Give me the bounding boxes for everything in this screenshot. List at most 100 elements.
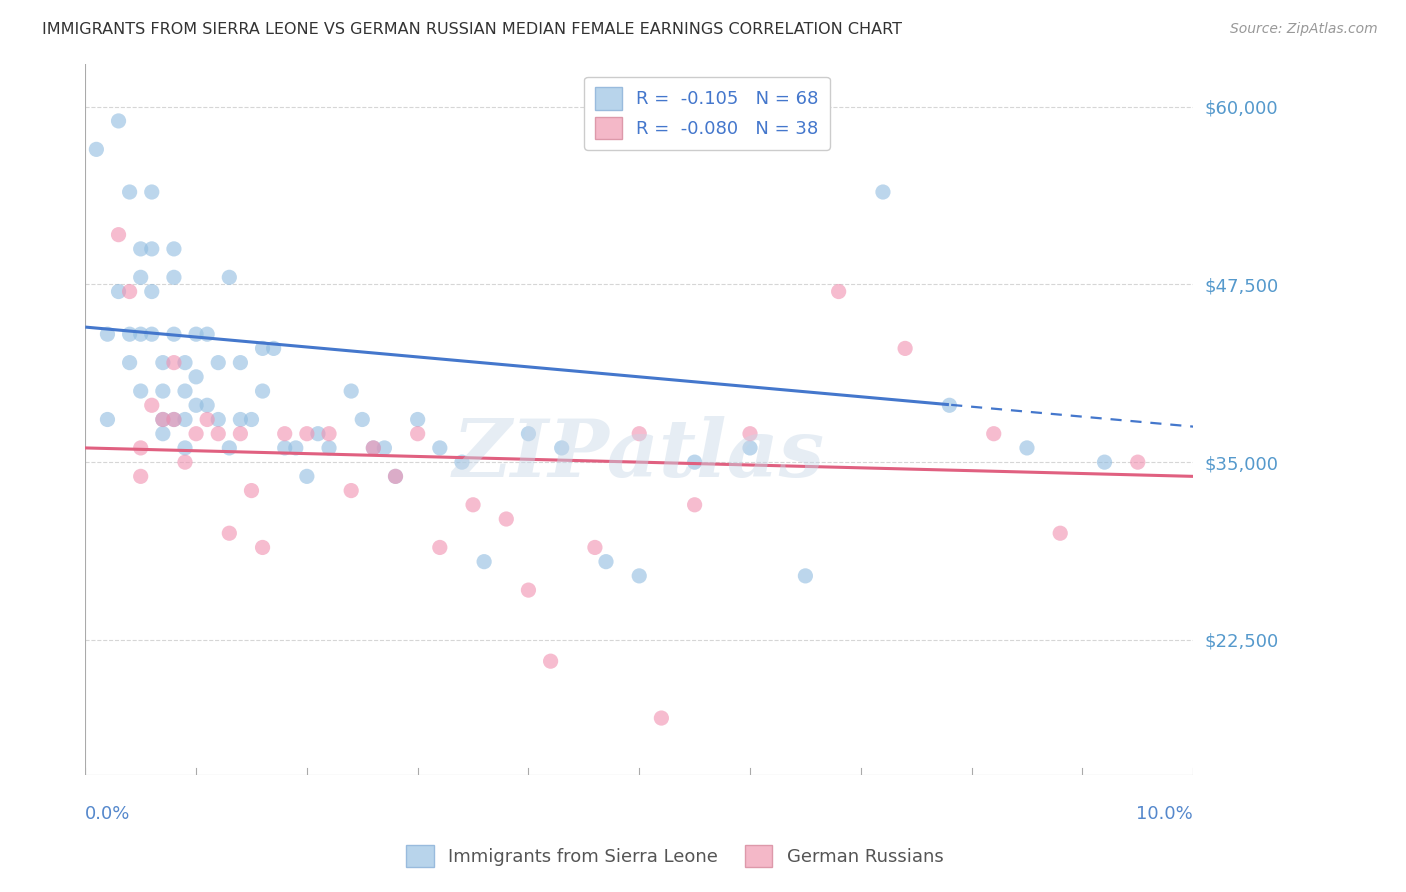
Point: [107, 227, 129, 242]
Point: [472, 555, 495, 569]
Point: [118, 185, 141, 199]
Point: [163, 327, 186, 342]
Point: [107, 114, 129, 128]
Point: [406, 426, 429, 441]
Point: [738, 441, 761, 455]
Point: [340, 384, 363, 398]
Point: [1049, 526, 1071, 541]
Point: [352, 412, 374, 426]
Point: [163, 412, 186, 426]
Point: [218, 441, 240, 455]
Point: [384, 469, 406, 483]
Legend: R =  -0.105   N = 68, R =  -0.080   N = 38: R = -0.105 N = 68, R = -0.080 N = 38: [583, 77, 830, 150]
Point: [252, 342, 274, 356]
Point: [184, 398, 207, 412]
Point: [163, 242, 186, 256]
Point: [118, 285, 141, 299]
Point: [184, 369, 207, 384]
Point: [129, 441, 152, 455]
Point: [738, 426, 761, 441]
Text: ZIPatlas: ZIPatlas: [453, 417, 825, 494]
Point: [141, 242, 163, 256]
Point: [174, 455, 197, 469]
Point: [517, 426, 540, 441]
Point: [340, 483, 363, 498]
Point: [229, 412, 252, 426]
Point: [373, 441, 395, 455]
Point: [894, 342, 917, 356]
Point: [141, 398, 163, 412]
Point: [938, 398, 960, 412]
Point: [284, 441, 307, 455]
Point: [295, 469, 318, 483]
Point: [218, 526, 240, 541]
Point: [184, 426, 207, 441]
Point: [141, 327, 163, 342]
Point: [628, 426, 651, 441]
Point: [540, 654, 562, 668]
Point: [363, 441, 385, 455]
Point: [461, 498, 484, 512]
Point: [174, 356, 197, 370]
Point: [1126, 455, 1149, 469]
Point: [650, 711, 672, 725]
Point: [229, 356, 252, 370]
Point: [550, 441, 572, 455]
Point: [118, 327, 141, 342]
Point: [273, 441, 295, 455]
Point: [129, 242, 152, 256]
Point: [363, 441, 385, 455]
Point: [141, 185, 163, 199]
Point: [318, 441, 340, 455]
Point: [683, 455, 706, 469]
Legend: Immigrants from Sierra Leone, German Russians: Immigrants from Sierra Leone, German Rus…: [399, 838, 950, 874]
Point: [195, 412, 218, 426]
Point: [129, 384, 152, 398]
Point: [152, 412, 174, 426]
Point: [152, 356, 174, 370]
Point: [207, 426, 229, 441]
Point: [451, 455, 474, 469]
Point: [207, 412, 229, 426]
Text: 10.0%: 10.0%: [1136, 805, 1194, 823]
Point: [174, 412, 197, 426]
Point: [240, 483, 263, 498]
Point: [406, 412, 429, 426]
Point: [163, 412, 186, 426]
Point: [152, 412, 174, 426]
Point: [872, 185, 894, 199]
Point: [628, 569, 651, 583]
Point: [163, 356, 186, 370]
Point: [174, 384, 197, 398]
Point: [129, 469, 152, 483]
Point: [96, 327, 118, 342]
Point: [163, 270, 186, 285]
Text: IMMIGRANTS FROM SIERRA LEONE VS GERMAN RUSSIAN MEDIAN FEMALE EARNINGS CORRELATIO: IMMIGRANTS FROM SIERRA LEONE VS GERMAN R…: [42, 22, 903, 37]
Point: [195, 398, 218, 412]
Point: [86, 142, 108, 156]
Text: 0.0%: 0.0%: [86, 805, 131, 823]
Point: [152, 384, 174, 398]
Point: [495, 512, 517, 526]
Point: [683, 498, 706, 512]
Point: [207, 356, 229, 370]
Point: [96, 412, 118, 426]
Point: [218, 270, 240, 285]
Point: [429, 441, 451, 455]
Point: [174, 441, 197, 455]
Point: [517, 583, 540, 598]
Point: [307, 426, 329, 441]
Point: [240, 412, 263, 426]
Point: [295, 426, 318, 441]
Point: [118, 356, 141, 370]
Point: [595, 555, 617, 569]
Point: [318, 426, 340, 441]
Point: [583, 541, 606, 555]
Text: Source: ZipAtlas.com: Source: ZipAtlas.com: [1230, 22, 1378, 37]
Point: [129, 270, 152, 285]
Point: [384, 469, 406, 483]
Point: [273, 426, 295, 441]
Point: [107, 285, 129, 299]
Point: [195, 327, 218, 342]
Point: [1015, 441, 1038, 455]
